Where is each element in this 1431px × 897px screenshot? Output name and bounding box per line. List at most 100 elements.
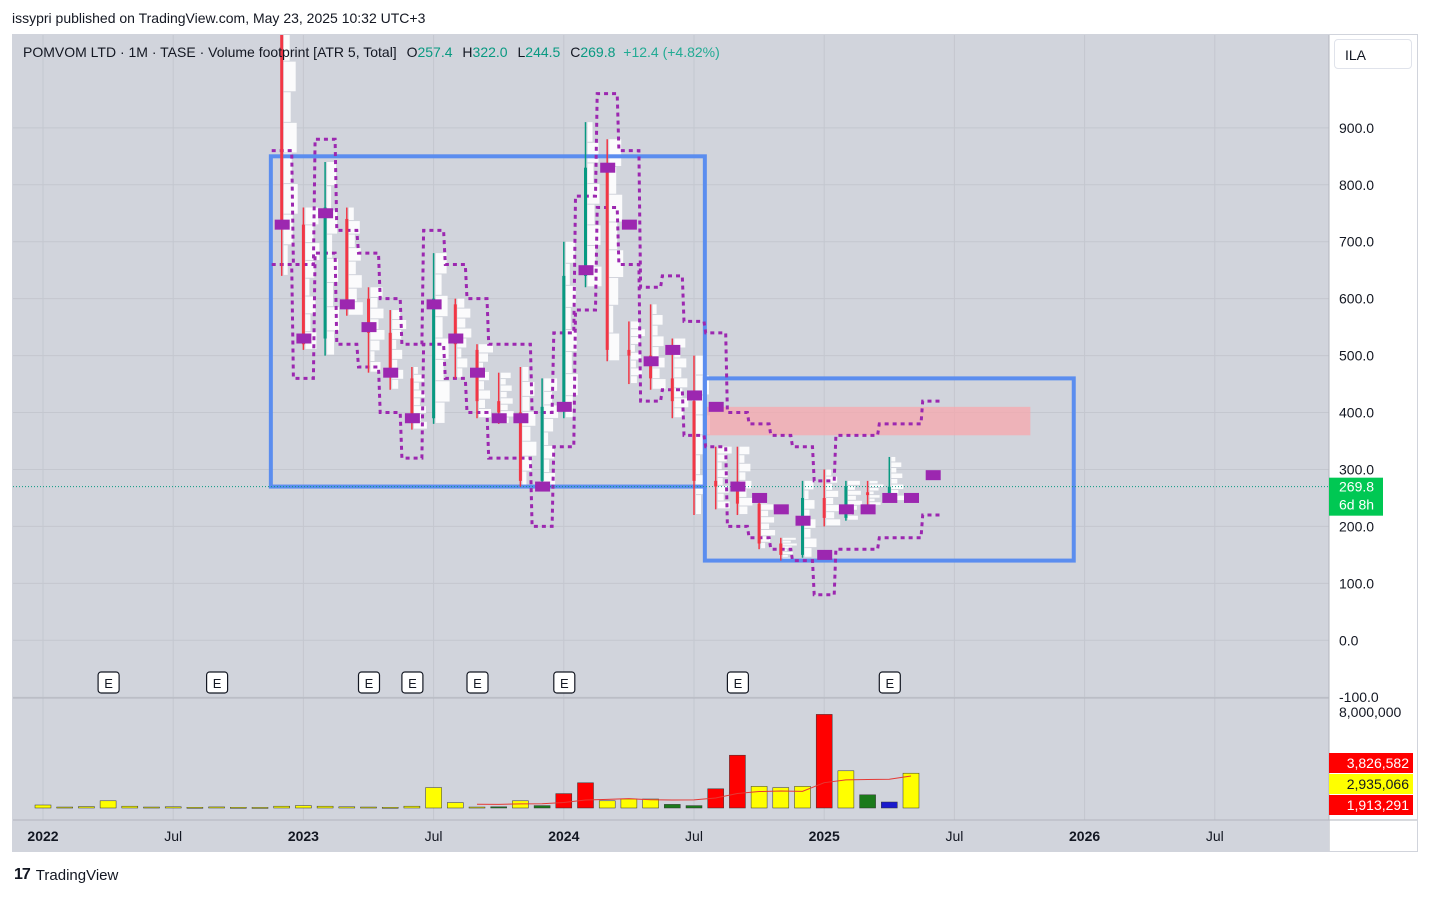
footprint-level	[652, 379, 666, 389]
footprint-level	[587, 142, 599, 163]
price-tick-label: 0.0	[1339, 632, 1359, 648]
poc-marker	[383, 367, 399, 378]
footprint-level	[869, 495, 880, 498]
candle-body	[801, 497, 804, 555]
earnings-marker[interactable]: E	[206, 671, 229, 694]
footprint-level	[869, 480, 878, 484]
footprint-level	[739, 489, 747, 497]
footprint-level	[457, 358, 468, 368]
footprint-level	[609, 222, 618, 250]
volume-bar	[273, 805, 290, 809]
footprint-level	[761, 529, 776, 536]
earnings-marker[interactable]: E	[97, 671, 120, 694]
footprint-level	[804, 548, 812, 557]
footprint-level	[522, 441, 537, 456]
candle-body	[627, 349, 631, 356]
footprint-level	[674, 388, 683, 398]
earnings-marker[interactable]: E	[878, 671, 901, 694]
candle-body	[735, 486, 739, 504]
volume-value-badge	[1329, 795, 1413, 815]
footprint-level	[413, 421, 427, 429]
earnings-badge	[357, 671, 381, 694]
earnings-label: E	[365, 676, 374, 691]
volume-bar	[208, 806, 225, 809]
chart-legend[interactable]: POMVOM LTD · 1M · TASE · Volume footprin…	[23, 44, 720, 60]
candle-body	[692, 401, 696, 481]
time-tick-label: 2022	[27, 828, 58, 844]
footprint-level	[392, 349, 403, 359]
chart-canvas[interactable]: E E E E E E E E 900.0 800.0 700.0 600.0 500.0 400.0 3…	[13, 31, 1417, 851]
price-axis-background	[1329, 35, 1417, 851]
earnings-marker[interactable]: E	[357, 671, 381, 694]
footprint-level	[739, 506, 748, 515]
footprint-level	[696, 495, 701, 515]
poc-marker	[361, 322, 377, 333]
footprint-level	[782, 540, 791, 543]
footprint-level	[826, 519, 841, 526]
earnings-marker[interactable]: E	[726, 671, 750, 694]
footprint-level	[305, 314, 311, 332]
footprint-level	[544, 473, 556, 486]
footprint-level	[869, 502, 881, 505]
tradingview-logo[interactable]: 17 TradingView	[14, 866, 118, 884]
footprint-level	[479, 390, 490, 399]
poc-marker	[882, 492, 898, 503]
footprint-level	[652, 368, 660, 379]
footprint-level	[717, 454, 727, 462]
poc-marker	[621, 219, 637, 230]
time-tick-label: 2024	[548, 828, 579, 844]
candles	[280, 31, 891, 561]
footprint-level	[869, 498, 875, 502]
footprint-level	[370, 340, 380, 351]
candle-body	[757, 503, 761, 544]
footprint-level	[652, 325, 658, 336]
earnings-marker[interactable]: E	[466, 671, 489, 694]
footprint-level	[891, 490, 899, 495]
volume-bar	[555, 793, 573, 809]
range-box	[702, 376, 1076, 563]
candle-body	[779, 543, 783, 555]
footprint-level	[479, 399, 485, 408]
footprint-level	[782, 549, 787, 552]
footprint-level	[370, 308, 384, 319]
footprint-level	[392, 310, 401, 320]
earnings-marker[interactable]: E	[553, 671, 576, 694]
footprint-level	[739, 455, 745, 463]
footprint-level	[348, 288, 357, 302]
poc-marker	[708, 401, 724, 412]
footprint-level	[435, 359, 444, 381]
candle-body	[844, 486, 848, 518]
volume-bar	[164, 806, 182, 809]
volume-value-badge	[1329, 774, 1413, 794]
volume-bar	[403, 805, 421, 809]
footprint-level	[305, 225, 314, 243]
candle-body	[432, 298, 436, 419]
footprint-level	[717, 478, 723, 485]
footprint-level	[283, 184, 298, 214]
earnings-marker[interactable]: E	[401, 671, 424, 694]
symbol-label[interactable]: POMVOM LTD · 1M · TASE · Volume footprin…	[23, 44, 397, 60]
footprint-level	[587, 225, 601, 245]
candle-body	[518, 412, 522, 481]
chart-frame[interactable]: E E E E E E E E 900.0 800.0 700.0 600.0 500.0 400.0 3…	[12, 31, 1418, 852]
footprint-level	[565, 263, 570, 285]
footprint-level	[891, 456, 896, 462]
footprint-level	[609, 166, 617, 194]
volume-bar	[338, 806, 356, 809]
close-label: C	[570, 44, 581, 60]
footprint-level	[522, 471, 527, 486]
change-value: +12.4 (+4.82%)	[623, 44, 720, 60]
footprint-level	[847, 515, 858, 520]
footprint-level	[370, 297, 378, 308]
countdown-label: 6d 8h	[1339, 497, 1374, 513]
earnings-label: E	[885, 676, 894, 691]
footprint-level	[891, 473, 903, 479]
footprint-level	[413, 382, 419, 390]
footprint-level	[804, 490, 809, 500]
candle-body	[822, 497, 826, 518]
currency-button[interactable]: ILA	[1334, 39, 1412, 69]
poc-marker	[817, 549, 833, 560]
volume-bar	[837, 770, 855, 809]
footprint-level	[392, 359, 398, 369]
